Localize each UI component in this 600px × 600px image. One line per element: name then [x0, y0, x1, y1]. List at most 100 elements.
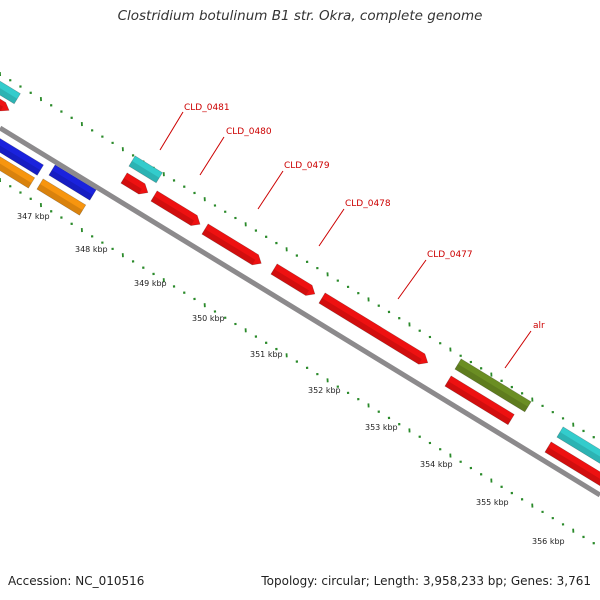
inner-tick-44 — [449, 453, 452, 458]
outer-tick-41 — [418, 329, 421, 332]
inner-tick-51 — [520, 498, 524, 501]
gene-cld-0479 — [150, 190, 201, 226]
outer-tick-5 — [50, 104, 53, 107]
outer-tick-29 — [295, 254, 299, 257]
cyan-gene-right — [556, 426, 600, 464]
outer-tick-2 — [19, 85, 22, 88]
gene-cld-0481 — [128, 155, 163, 184]
outer-tick-49 — [500, 379, 503, 382]
outer-tick-40 — [408, 322, 411, 327]
inner-tick-9 — [90, 235, 94, 238]
outer-tick-22 — [224, 210, 227, 213]
outer-tick-45 — [459, 354, 462, 357]
leader-cld-0477 — [397, 259, 427, 300]
inner-tick-37 — [377, 410, 380, 413]
outer-tick-21 — [213, 204, 217, 207]
blue-gene-left-1-shade — [0, 145, 41, 176]
outer-tick-32 — [326, 272, 329, 277]
inner-tick-20 — [203, 303, 206, 308]
gene-cld-0481-shade — [128, 161, 160, 183]
red-gene-left-top — [0, 98, 10, 112]
genome-title: Clostridium botulinum B1 str. Okra, comp… — [117, 8, 483, 24]
gene-cld-0479-shade — [150, 196, 195, 226]
inner-tick-21 — [213, 310, 217, 313]
genome-backbone — [0, 125, 600, 498]
inner-tick-4 — [39, 202, 42, 208]
inner-tick-17 — [172, 285, 176, 288]
outer-tick-51 — [520, 392, 524, 395]
inner-tick-55 — [561, 523, 565, 526]
inner-tick-13 — [131, 260, 135, 263]
outer-tick-35 — [357, 291, 360, 295]
inner-tick-18 — [183, 291, 186, 294]
outer-tick-31 — [316, 266, 319, 270]
outer-tick-17 — [172, 179, 176, 182]
inner-tick-29 — [295, 360, 299, 363]
blue-gene-left-1 — [0, 138, 44, 176]
inner-tick-30 — [305, 366, 309, 370]
outer-tick-38 — [387, 310, 391, 314]
orange-gene-left-2-shade — [36, 184, 83, 216]
inner-tick-3 — [29, 197, 32, 200]
inner-tick-26 — [264, 341, 268, 344]
outer-tick-8 — [80, 122, 83, 127]
gene-label-cld-0481: CLD_0481 — [184, 103, 230, 113]
inner-tick-46 — [469, 466, 473, 470]
inner-tick-32 — [326, 378, 329, 383]
outer-tick-24 — [244, 222, 247, 227]
inner-tick-49 — [500, 485, 503, 488]
blue-gene-left-2-shade — [48, 170, 93, 201]
kbp-label-353: 353 kbp — [365, 423, 398, 432]
inner-tick-5 — [50, 210, 53, 213]
leader-cld-0480 — [199, 136, 225, 176]
inner-tick-52 — [531, 503, 534, 508]
inner-tick-12 — [121, 253, 124, 258]
inner-tick-42 — [428, 441, 432, 445]
gene-label-leaders — [159, 111, 532, 369]
gene-cld-0480-shade — [120, 178, 142, 195]
outer-tick-0 — [0, 71, 2, 77]
outer-tick-42 — [428, 335, 432, 339]
gene-cld-0480 — [120, 172, 149, 195]
red-gene-right — [544, 441, 600, 487]
inner-tick-35 — [357, 397, 360, 401]
inner-tick-36 — [367, 403, 370, 408]
inner-tick-10 — [101, 241, 104, 244]
inner-tick-27 — [275, 347, 278, 351]
inner-tick-57 — [582, 535, 585, 539]
inner-tick-0 — [0, 177, 2, 183]
inner-tick-40 — [408, 428, 411, 433]
inner-tick-54 — [551, 516, 554, 520]
genome-summary-text: Topology: circular; Length: 3,958,233 bp… — [261, 574, 591, 588]
kbp-label-354: 354 kbp — [420, 460, 453, 469]
outer-tick-30 — [305, 260, 309, 264]
gene-cld-0478-shade — [201, 229, 256, 265]
red-gene-lower — [444, 375, 515, 426]
outer-tick-18 — [183, 185, 186, 188]
inner-tick-25 — [254, 335, 258, 338]
outer-tick-52 — [531, 397, 534, 402]
inner-tick-34 — [346, 391, 350, 395]
outer-tick-36 — [367, 297, 370, 302]
red-gene-lower-shade — [444, 381, 512, 425]
gene-alr — [454, 358, 532, 413]
inner-scale-ticks — [0, 177, 595, 545]
blue-gene-left-2 — [48, 164, 97, 201]
kbp-label-349: 349 kbp — [134, 279, 167, 288]
outer-tick-48 — [490, 372, 493, 377]
cyan-gene-left — [0, 80, 21, 105]
inner-tick-50 — [510, 491, 514, 495]
inner-tick-22 — [224, 316, 227, 319]
outer-tick-55 — [561, 417, 565, 420]
outer-tick-44 — [449, 347, 452, 352]
leader-cld-0481 — [159, 111, 184, 151]
inner-tick-2 — [19, 191, 22, 194]
inner-tick-8 — [80, 228, 83, 233]
outer-tick-6 — [60, 110, 63, 113]
outer-tick-27 — [275, 241, 278, 245]
outer-tick-53 — [541, 404, 544, 408]
outer-tick-37 — [377, 304, 380, 307]
inner-tick-56 — [572, 528, 575, 533]
inner-tick-11 — [111, 247, 114, 251]
